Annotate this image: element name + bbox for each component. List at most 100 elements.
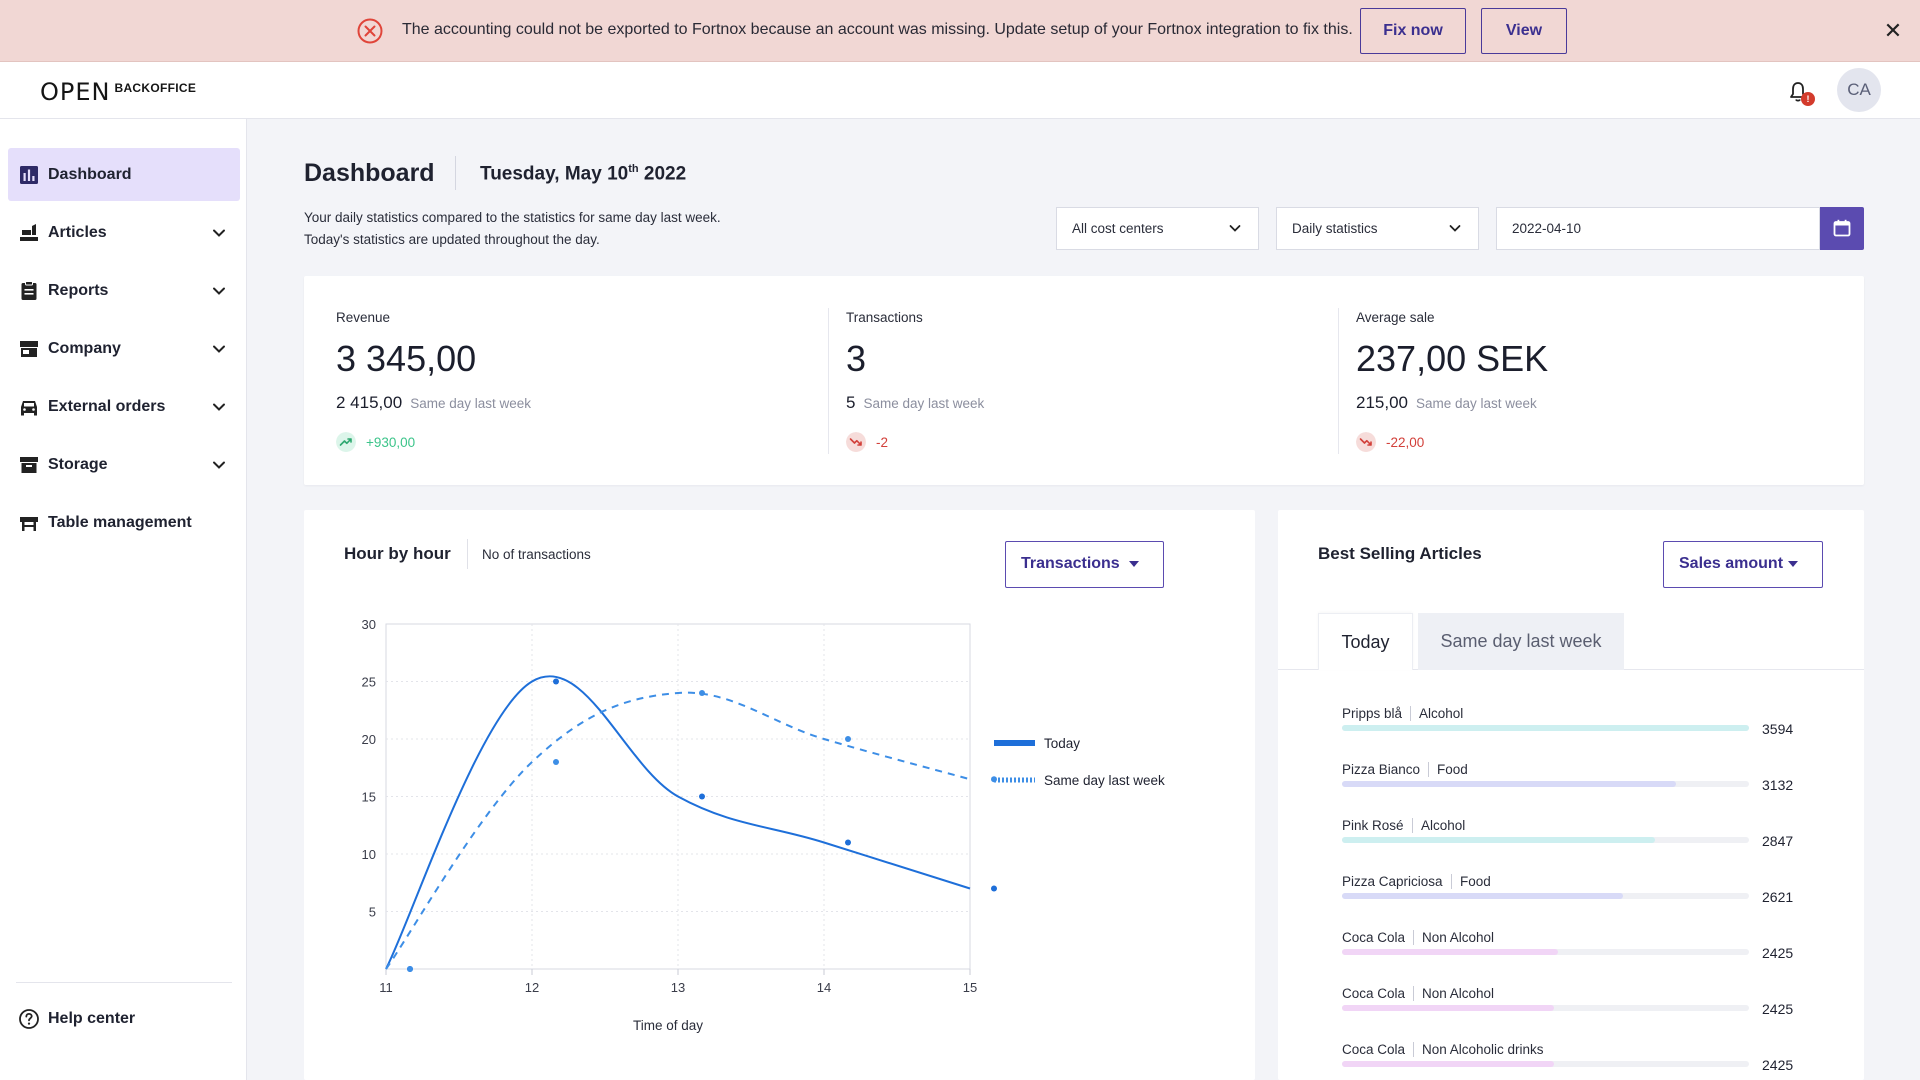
cost-center-value: All cost centers — [1072, 221, 1164, 236]
kpi-previous-value: 5 — [846, 393, 856, 412]
kpi-label: Revenue — [336, 310, 391, 325]
article-bar-track — [1342, 1005, 1749, 1011]
sidebar-item-company[interactable]: Company — [8, 322, 240, 375]
sales-amount-dropdown[interactable]: Sales amount — [1663, 541, 1823, 588]
cost-center-select[interactable]: All cost centers — [1056, 207, 1259, 250]
bell-icon[interactable] — [1786, 80, 1810, 104]
date-year: 2022 — [638, 163, 687, 185]
sidebar-item-external-orders[interactable]: External orders — [8, 380, 240, 433]
hour-card-title: Hour by hour — [344, 544, 451, 563]
kpi-card: Revenue 3 345,00 2 415,00 Same day last w… — [304, 276, 1864, 485]
kpi-previous-value: 215,00 — [1356, 393, 1408, 412]
x-tick-label: 14 — [817, 980, 831, 995]
sidebar-item-articles[interactable]: Articles — [8, 206, 240, 259]
statistics-value: Daily statistics — [1292, 221, 1378, 236]
kpi-previous-label: Same day last week — [1416, 396, 1537, 411]
help-center-label: Help center — [48, 1009, 136, 1027]
y-tick-label: 20 — [362, 732, 376, 747]
article-bar-fill — [1342, 725, 1749, 731]
kpi-divider — [828, 308, 829, 454]
data-point[interactable] — [553, 759, 559, 765]
list-item[interactable]: Coca Cola Non Alcohol 2425 — [1342, 930, 1822, 986]
date-field[interactable]: 2022-04-10 — [1496, 207, 1820, 250]
kpi-delta: -2 — [846, 432, 888, 452]
data-point[interactable] — [699, 690, 705, 696]
y-tick-label: 25 — [362, 675, 376, 690]
top-header: OPEN BACKOFFICE ! CA — [0, 62, 1920, 119]
article-category: Non Alcohol — [1413, 930, 1494, 945]
x-tick-label: 15 — [963, 980, 977, 995]
list-item[interactable]: Pink Rosé Alcohol 2847 — [1342, 818, 1822, 874]
kpi-previous: 215,00 Same day last week — [1356, 393, 1537, 413]
legend-label: Today — [1044, 736, 1080, 751]
data-point[interactable] — [845, 736, 851, 742]
best-card-title: Best Selling Articles — [1318, 544, 1482, 563]
kpi-average-sale: Average sale 237,00 SEK 215,00 Same day l… — [1324, 276, 1834, 485]
tab-today[interactable]: Today — [1318, 613, 1413, 670]
avatar[interactable]: CA — [1837, 68, 1881, 112]
sidebar-item-dashboard[interactable]: Dashboard — [8, 148, 240, 201]
series-line-today — [385, 675, 971, 970]
statistics-select[interactable]: Daily statistics — [1276, 207, 1479, 250]
article-bar-fill — [1342, 1061, 1554, 1067]
kpi-label: Average sale — [1356, 310, 1435, 325]
list-item[interactable]: Coca Cola Non Alcohol 2425 — [1342, 986, 1822, 1042]
kpi-delta-value: -2 — [876, 434, 889, 450]
chevron-down-icon — [1229, 225, 1241, 232]
kpi-divider — [1338, 308, 1339, 454]
article-bar-fill — [1342, 1005, 1554, 1011]
list-item[interactable]: Pripps blå Alcohol 3594 — [1342, 706, 1822, 762]
article-bar-fill — [1342, 837, 1656, 843]
articles-icon — [20, 223, 38, 241]
list-item[interactable]: Pizza Capriciosa Food 2621 — [1342, 874, 1822, 930]
trend-down-icon — [846, 432, 866, 452]
date-main: Tuesday, May 10 — [480, 163, 629, 185]
data-point[interactable] — [553, 678, 559, 685]
close-icon[interactable]: ✕ — [1883, 18, 1903, 43]
clipboard-icon — [21, 280, 37, 300]
sidebar-item-help-center[interactable]: Help center — [8, 992, 240, 1045]
kpi-previous-value: 2 415,00 — [336, 393, 403, 412]
list-item[interactable]: Coca Cola Non Alcoholic drinks 2425 — [1342, 1042, 1822, 1080]
subtitle-line-2: Today's statistics are updated throughou… — [304, 232, 600, 247]
kpi-delta: +930,00 — [336, 432, 415, 452]
fix-now-button[interactable]: Fix now — [1360, 8, 1466, 54]
subtitle-line-1: Your daily statistics compared to the st… — [304, 210, 721, 225]
title-divider — [455, 156, 456, 190]
data-point[interactable] — [699, 793, 705, 800]
hour-chart: 5 10 15 20 25 30 11 12 13 14 15 Today Same day last… — [362, 617, 1166, 1033]
error-circle-icon — [357, 18, 383, 44]
sidebar-item-table-management[interactable]: Table management — [8, 496, 240, 549]
kpi-value: 237,00 SEK — [1356, 338, 1549, 379]
calendar-icon — [1833, 219, 1851, 237]
kpi-previous-label: Same day last week — [410, 396, 531, 411]
view-button[interactable]: View — [1481, 8, 1567, 54]
caret-down-icon — [1129, 561, 1139, 567]
kpi-delta-value: -22,00 — [1386, 434, 1425, 450]
tab-same-day-last-week[interactable]: Same day last week — [1418, 613, 1624, 670]
sidebar-item-reports[interactable]: Reports — [8, 264, 240, 317]
sidebar: Dashboard Articles Reports Company — [0, 119, 247, 1080]
data-point[interactable] — [407, 966, 413, 972]
calendar-button[interactable] — [1820, 207, 1864, 250]
sidebar-item-storage[interactable]: Storage — [8, 438, 240, 491]
article-name: Pizza Bianco — [1342, 762, 1421, 777]
chevron-down-icon — [213, 345, 225, 353]
transactions-dropdown[interactable]: Transactions — [1005, 541, 1164, 588]
article-name: Pink Rosé — [1342, 818, 1404, 833]
article-value: 2425 — [1762, 1057, 1794, 1073]
archive-icon — [20, 456, 38, 473]
article-category: Non Alcoholic drinks — [1413, 1042, 1544, 1057]
article-value: 3594 — [1762, 721, 1794, 737]
hour-card-subtitle: No of transactions — [482, 547, 591, 562]
data-point[interactable] — [845, 839, 851, 846]
data-point[interactable] — [991, 885, 997, 892]
kpi-delta: -22,00 — [1356, 432, 1424, 452]
logo[interactable]: OPEN BACKOFFICE — [40, 78, 196, 106]
x-tick-label: 12 — [525, 980, 539, 995]
banner-message: The accounting could not be exported to … — [402, 21, 1353, 38]
chevron-down-icon — [213, 403, 225, 411]
list-item[interactable]: Pizza Bianco Food 3132 — [1342, 762, 1822, 818]
help-circle-icon — [19, 1008, 39, 1029]
logo-backoffice-text: BACKOFFICE — [114, 81, 197, 95]
